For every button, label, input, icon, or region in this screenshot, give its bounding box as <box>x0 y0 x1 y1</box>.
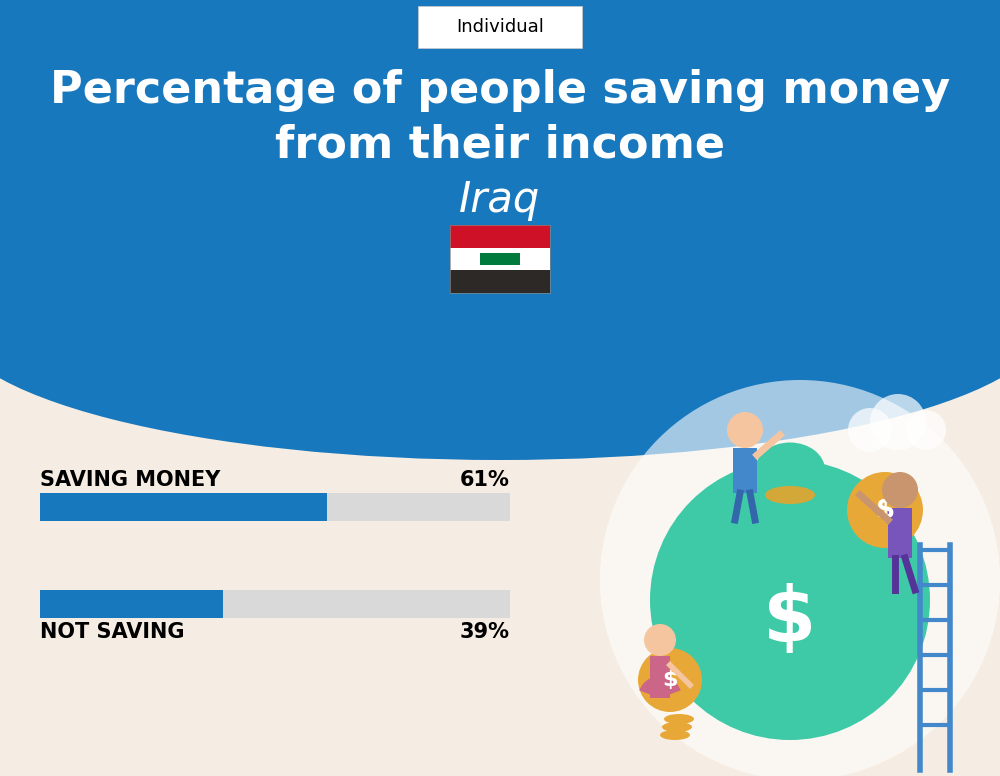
Ellipse shape <box>765 486 815 504</box>
Bar <box>650 656 670 698</box>
Bar <box>40 493 510 521</box>
Ellipse shape <box>0 180 1000 460</box>
Circle shape <box>906 410 946 450</box>
Text: 39%: 39% <box>460 622 510 642</box>
Circle shape <box>848 408 892 452</box>
Bar <box>40 493 327 521</box>
Bar <box>450 248 550 270</box>
Bar <box>733 448 757 493</box>
Ellipse shape <box>664 714 694 724</box>
FancyBboxPatch shape <box>418 6 582 48</box>
Bar <box>450 225 550 248</box>
Text: NOT SAVING: NOT SAVING <box>40 622 184 642</box>
Bar <box>450 270 550 293</box>
Circle shape <box>600 380 1000 776</box>
Bar <box>40 590 223 618</box>
Bar <box>888 508 912 558</box>
Text: $: $ <box>662 670 678 690</box>
Text: Percentage of people saving money: Percentage of people saving money <box>50 68 950 112</box>
Ellipse shape <box>662 722 692 732</box>
Circle shape <box>870 394 926 450</box>
Text: Individual: Individual <box>456 18 544 36</box>
Bar <box>0 0 1000 320</box>
Ellipse shape <box>755 442 825 497</box>
Text: Iraq: Iraq <box>459 179 541 221</box>
Circle shape <box>638 648 702 712</box>
Text: 61%: 61% <box>460 470 510 490</box>
Ellipse shape <box>660 730 690 740</box>
Wedge shape <box>639 676 681 698</box>
Circle shape <box>882 472 918 508</box>
Text: from their income: from their income <box>275 123 725 167</box>
Text: $: $ <box>763 583 817 657</box>
Bar <box>40 590 510 618</box>
Text: SAVING MONEY: SAVING MONEY <box>40 470 220 490</box>
Text: $: $ <box>875 496 895 524</box>
Circle shape <box>650 460 930 740</box>
Bar <box>450 225 550 293</box>
Circle shape <box>727 412 763 448</box>
Bar <box>480 253 520 265</box>
Circle shape <box>644 624 676 656</box>
Circle shape <box>847 472 923 548</box>
